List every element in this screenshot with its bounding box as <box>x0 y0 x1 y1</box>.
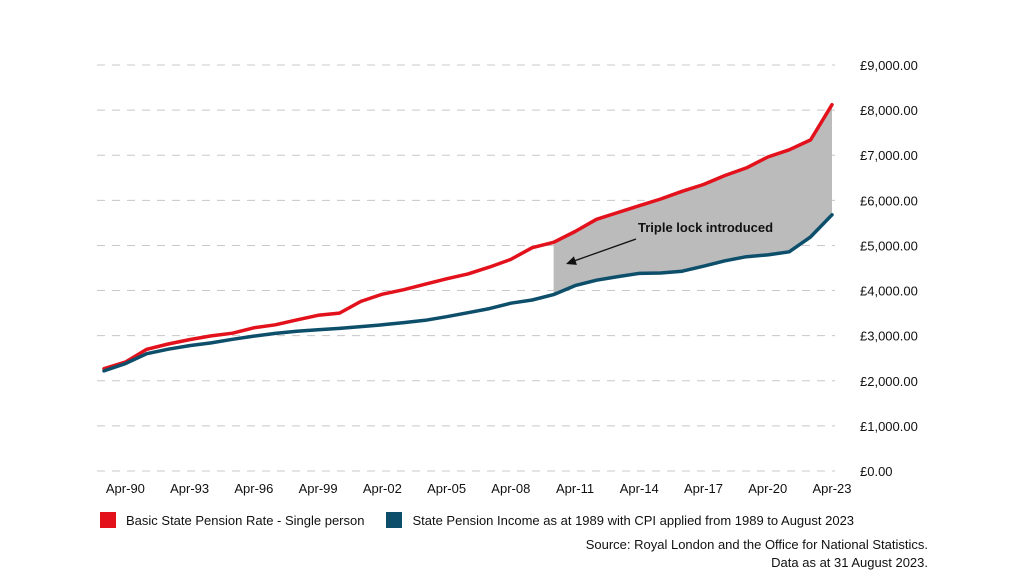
x-tick-label: Apr-17 <box>684 481 723 496</box>
legend-item-cpi-income: State Pension Income as at 1989 with CPI… <box>386 512 854 528</box>
legend-swatch-red <box>100 512 116 528</box>
legend-label: Basic State Pension Rate - Single person <box>126 512 365 528</box>
source-line: Source: Royal London and the Office for … <box>585 537 928 552</box>
y-tick-label: £7,000.00 <box>860 148 918 163</box>
legend: Basic State Pension Rate - Single person… <box>100 512 876 528</box>
x-tick-label: Apr-96 <box>234 481 273 496</box>
annotation-text: Triple lock introduced <box>638 220 773 235</box>
y-tick-label: £5,000.00 <box>860 238 918 253</box>
y-tick-label: £0.00 <box>860 464 893 479</box>
y-tick-label: £9,000.00 <box>860 58 918 73</box>
x-tick-label: Apr-05 <box>427 481 466 496</box>
basic-state-pension-line <box>102 102 834 371</box>
x-tick-label: Apr-20 <box>748 481 787 496</box>
x-axis-labels: Apr-90 Apr-93 Apr-96 Apr-99 Apr-02 Apr-05 Apr-… <box>106 481 852 496</box>
x-tick-label: Apr-99 <box>299 481 338 496</box>
x-tick-label: Apr-93 <box>170 481 209 496</box>
annotation-arrow <box>573 238 637 262</box>
x-tick-label: Apr-14 <box>620 481 659 496</box>
y-tick-label: £6,000.00 <box>860 193 918 208</box>
y-axis-labels: £0.00 £1,000.00 £2,000.00 £3,000.00 £4,000.0… <box>860 58 918 479</box>
y-tick-label: £1,000.00 <box>860 419 918 434</box>
x-tick-label: Apr-08 <box>491 481 530 496</box>
legend-label: State Pension Income as at 1989 with CPI… <box>412 512 855 528</box>
source-note: Source: Royal London and the Office for … <box>586 536 928 572</box>
pension-chart: £0.00 £1,000.00 £2,000.00 £3,000.00 £4,000.0… <box>97 58 918 496</box>
y-tick-label: £8,000.00 <box>860 103 918 118</box>
data-date-line: Data as at 31 August 2023. <box>771 555 928 570</box>
x-tick-label: Apr-02 <box>363 481 402 496</box>
y-tick-label: £4,000.00 <box>860 284 918 299</box>
triple-lock-gap-area <box>553 104 832 295</box>
legend-swatch-blue <box>386 512 403 528</box>
triple-lock-annotation: Triple lock introduced <box>566 220 773 265</box>
y-tick-label: £3,000.00 <box>860 329 918 344</box>
y-tick-label: £2,000.00 <box>860 374 918 389</box>
x-tick-label: Apr-11 <box>556 481 594 496</box>
legend-item-basic-state-pension: Basic State Pension Rate - Single person <box>100 512 364 528</box>
annotation-arrowhead <box>566 256 577 265</box>
x-tick-label: Apr-23 <box>812 481 851 496</box>
x-tick-label: Apr-90 <box>106 481 145 496</box>
series-lines <box>102 102 834 373</box>
gridlines <box>97 64 835 472</box>
cpi-income-line <box>102 213 834 373</box>
